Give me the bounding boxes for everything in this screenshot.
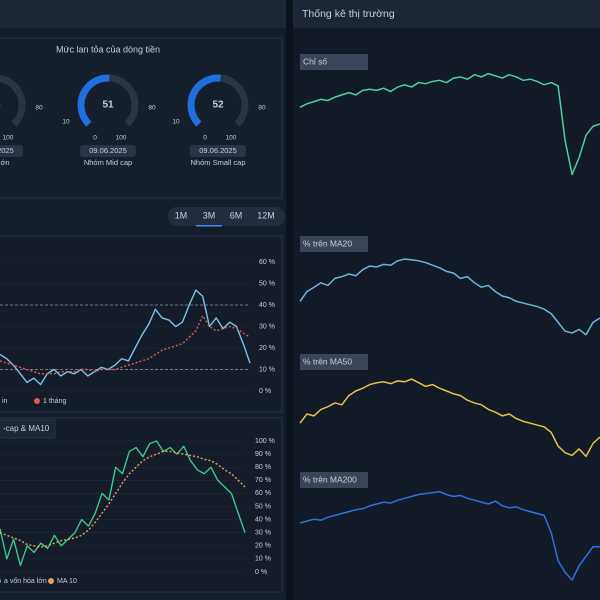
y-tick-label: 20 %	[259, 345, 275, 352]
gauge-max: 100	[3, 135, 14, 142]
line	[0, 315, 251, 375]
gauge-low: 10	[62, 119, 70, 126]
y-tick-label: 60 %	[259, 259, 275, 266]
date-pill	[80, 145, 136, 157]
period-button[interactable]: 12M	[257, 210, 275, 220]
gauge-track	[0, 74, 26, 127]
y-tick-label: 10 %	[255, 556, 271, 563]
left-header	[0, 0, 286, 28]
y-tick-label: 40 %	[255, 516, 271, 523]
line	[299, 258, 600, 336]
chart-title: -cap & MA10	[3, 424, 50, 433]
gauge-min: 0	[93, 135, 97, 142]
gauge-max: 100	[226, 135, 237, 142]
line	[0, 289, 251, 386]
y-tick-label: 10 %	[259, 366, 275, 373]
y-tick-label: 80 %	[255, 464, 271, 471]
gauge-value	[187, 74, 221, 127]
period-button[interactable]: 1M	[175, 210, 188, 220]
divider	[286, 0, 293, 600]
gauge-high: 80	[258, 105, 266, 112]
period-button[interactable]: 6M	[230, 210, 243, 220]
gauge-group: Nhóm Mid cap	[84, 158, 132, 167]
chart-label-box	[300, 472, 368, 488]
y-tick-label: 40 %	[259, 302, 275, 309]
y-tick-label: 90 %	[255, 451, 271, 458]
chart-label-box	[300, 354, 368, 370]
right-header	[293, 0, 600, 28]
gauge-number: 43	[0, 100, 1, 111]
chart-label: % trên MA20	[303, 238, 352, 248]
gauge-value	[77, 74, 110, 127]
gauge-max: 100	[116, 135, 127, 142]
line	[299, 490, 600, 581]
gauge-group: Nhóm Small cap	[190, 158, 245, 167]
legend-label: a vốn hóa lớn	[4, 576, 47, 585]
line	[0, 450, 246, 548]
y-tick-label: 70 %	[255, 477, 271, 484]
line	[0, 440, 246, 567]
gauge-date: 09.06.2025	[199, 146, 237, 155]
chart-box	[0, 235, 283, 413]
chart-label-box	[300, 54, 368, 70]
gauge-group: i hóa lớn	[0, 158, 10, 167]
chart-label: Chỉ số	[303, 56, 327, 66]
y-tick-label: 30 %	[259, 323, 275, 330]
legend-label: 1 tháng	[43, 398, 66, 405]
y-tick-label: 0 %	[255, 569, 267, 576]
chart-label: % trên MA200	[303, 474, 357, 484]
legend-label: MA 10	[57, 578, 77, 585]
y-tick-label: 0 %	[259, 388, 271, 395]
gauge-low: 10	[172, 119, 180, 126]
y-tick-label: 20 %	[255, 543, 271, 550]
chart-label: % trên MA50	[303, 356, 352, 366]
right-panel	[293, 28, 600, 600]
legend-label: in	[2, 398, 8, 405]
legend-marker	[34, 398, 40, 404]
gauge-min: 0	[203, 135, 207, 142]
chart-tab	[0, 419, 56, 439]
gauge-date: 09.06.2025	[0, 146, 14, 155]
line	[299, 378, 600, 458]
chart-box	[0, 417, 283, 593]
period-switch	[168, 207, 285, 226]
y-tick-label: 50 %	[255, 503, 271, 510]
period-underline	[196, 225, 222, 227]
legend-marker	[48, 578, 54, 584]
gauge-title: Mức lan tỏa của dòng tiền	[56, 44, 160, 54]
y-tick-label: 30 %	[255, 530, 271, 537]
gauge-number: 51	[102, 100, 114, 111]
gauge-high: 80	[148, 105, 156, 112]
legend-marker	[0, 578, 1, 584]
chart-label-box	[300, 236, 368, 252]
date-pill	[190, 145, 246, 157]
y-tick-label: 100 %	[255, 438, 275, 445]
gauge-date: 09.06.2025	[89, 146, 127, 155]
y-tick-label: 50 %	[259, 280, 275, 287]
gauge-high: 80	[35, 105, 43, 112]
panel-title: Thống kê thị trường	[302, 8, 395, 20]
line	[299, 72, 600, 176]
gauge-number: 52	[212, 100, 224, 111]
period-button[interactable]: 3M	[203, 210, 216, 220]
y-tick-label: 60 %	[255, 490, 271, 497]
gauge-box	[0, 37, 283, 199]
date-pill	[0, 145, 23, 157]
